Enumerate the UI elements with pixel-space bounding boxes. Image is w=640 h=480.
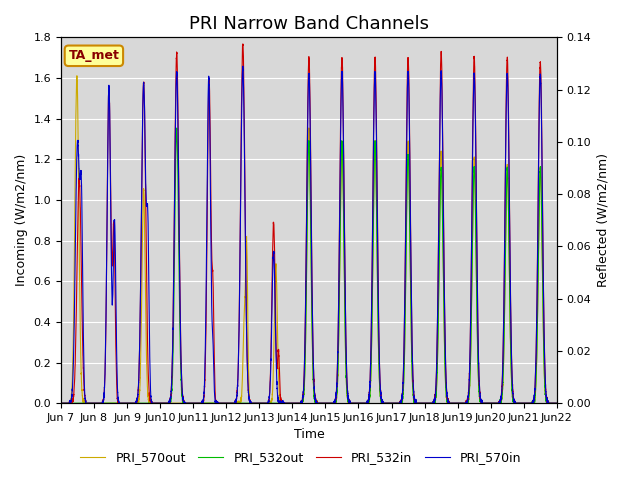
Text: TA_met: TA_met: [68, 49, 119, 62]
Y-axis label: Reflected (W/m2/nm): Reflected (W/m2/nm): [597, 153, 610, 287]
PRI_570out: [447, 400, 455, 406]
PRI_570out: [377, 396, 385, 401]
PRI_570out: [73, 73, 81, 79]
PRI_570in: [243, 334, 250, 339]
PRI_570in: [239, 63, 246, 69]
PRI_570out: [158, 400, 166, 406]
PRI_532out: [57, 400, 65, 406]
PRI_532out: [163, 400, 171, 406]
Line: PRI_532in: PRI_532in: [61, 44, 557, 403]
PRI_570in: [158, 400, 166, 406]
PRI_532out: [551, 400, 559, 406]
PRI_570in: [57, 400, 65, 406]
PRI_570out: [553, 400, 561, 406]
PRI_532out: [553, 400, 561, 406]
PRI_532out: [447, 400, 455, 406]
PRI_532in: [239, 41, 247, 47]
Line: PRI_532out: PRI_532out: [61, 128, 557, 403]
Line: PRI_570in: PRI_570in: [61, 66, 557, 403]
PRI_570out: [551, 400, 559, 406]
PRI_532out: [377, 398, 385, 404]
PRI_532in: [377, 394, 385, 400]
PRI_570out: [57, 400, 65, 406]
Title: PRI Narrow Band Channels: PRI Narrow Band Channels: [189, 15, 429, 33]
PRI_570in: [447, 400, 455, 406]
PRI_570in: [551, 400, 559, 406]
PRI_532in: [243, 329, 250, 335]
PRI_570out: [243, 237, 250, 242]
PRI_532in: [551, 400, 559, 406]
PRI_532in: [553, 400, 561, 406]
Line: PRI_570out: PRI_570out: [61, 76, 557, 403]
X-axis label: Time: Time: [294, 429, 324, 442]
PRI_570out: [163, 400, 171, 406]
PRI_570in: [553, 400, 561, 406]
Legend: PRI_570out, PRI_532out, PRI_532in, PRI_570in: PRI_570out, PRI_532out, PRI_532in, PRI_5…: [76, 446, 526, 469]
PRI_532out: [243, 400, 250, 406]
PRI_532in: [163, 400, 171, 406]
PRI_532in: [447, 400, 455, 406]
Y-axis label: Incoming (W/m2/nm): Incoming (W/m2/nm): [15, 154, 28, 287]
PRI_570in: [377, 393, 385, 399]
PRI_532in: [158, 400, 166, 406]
PRI_532in: [57, 400, 65, 406]
PRI_532out: [173, 125, 180, 131]
PRI_570in: [163, 400, 171, 406]
PRI_532out: [158, 400, 166, 406]
